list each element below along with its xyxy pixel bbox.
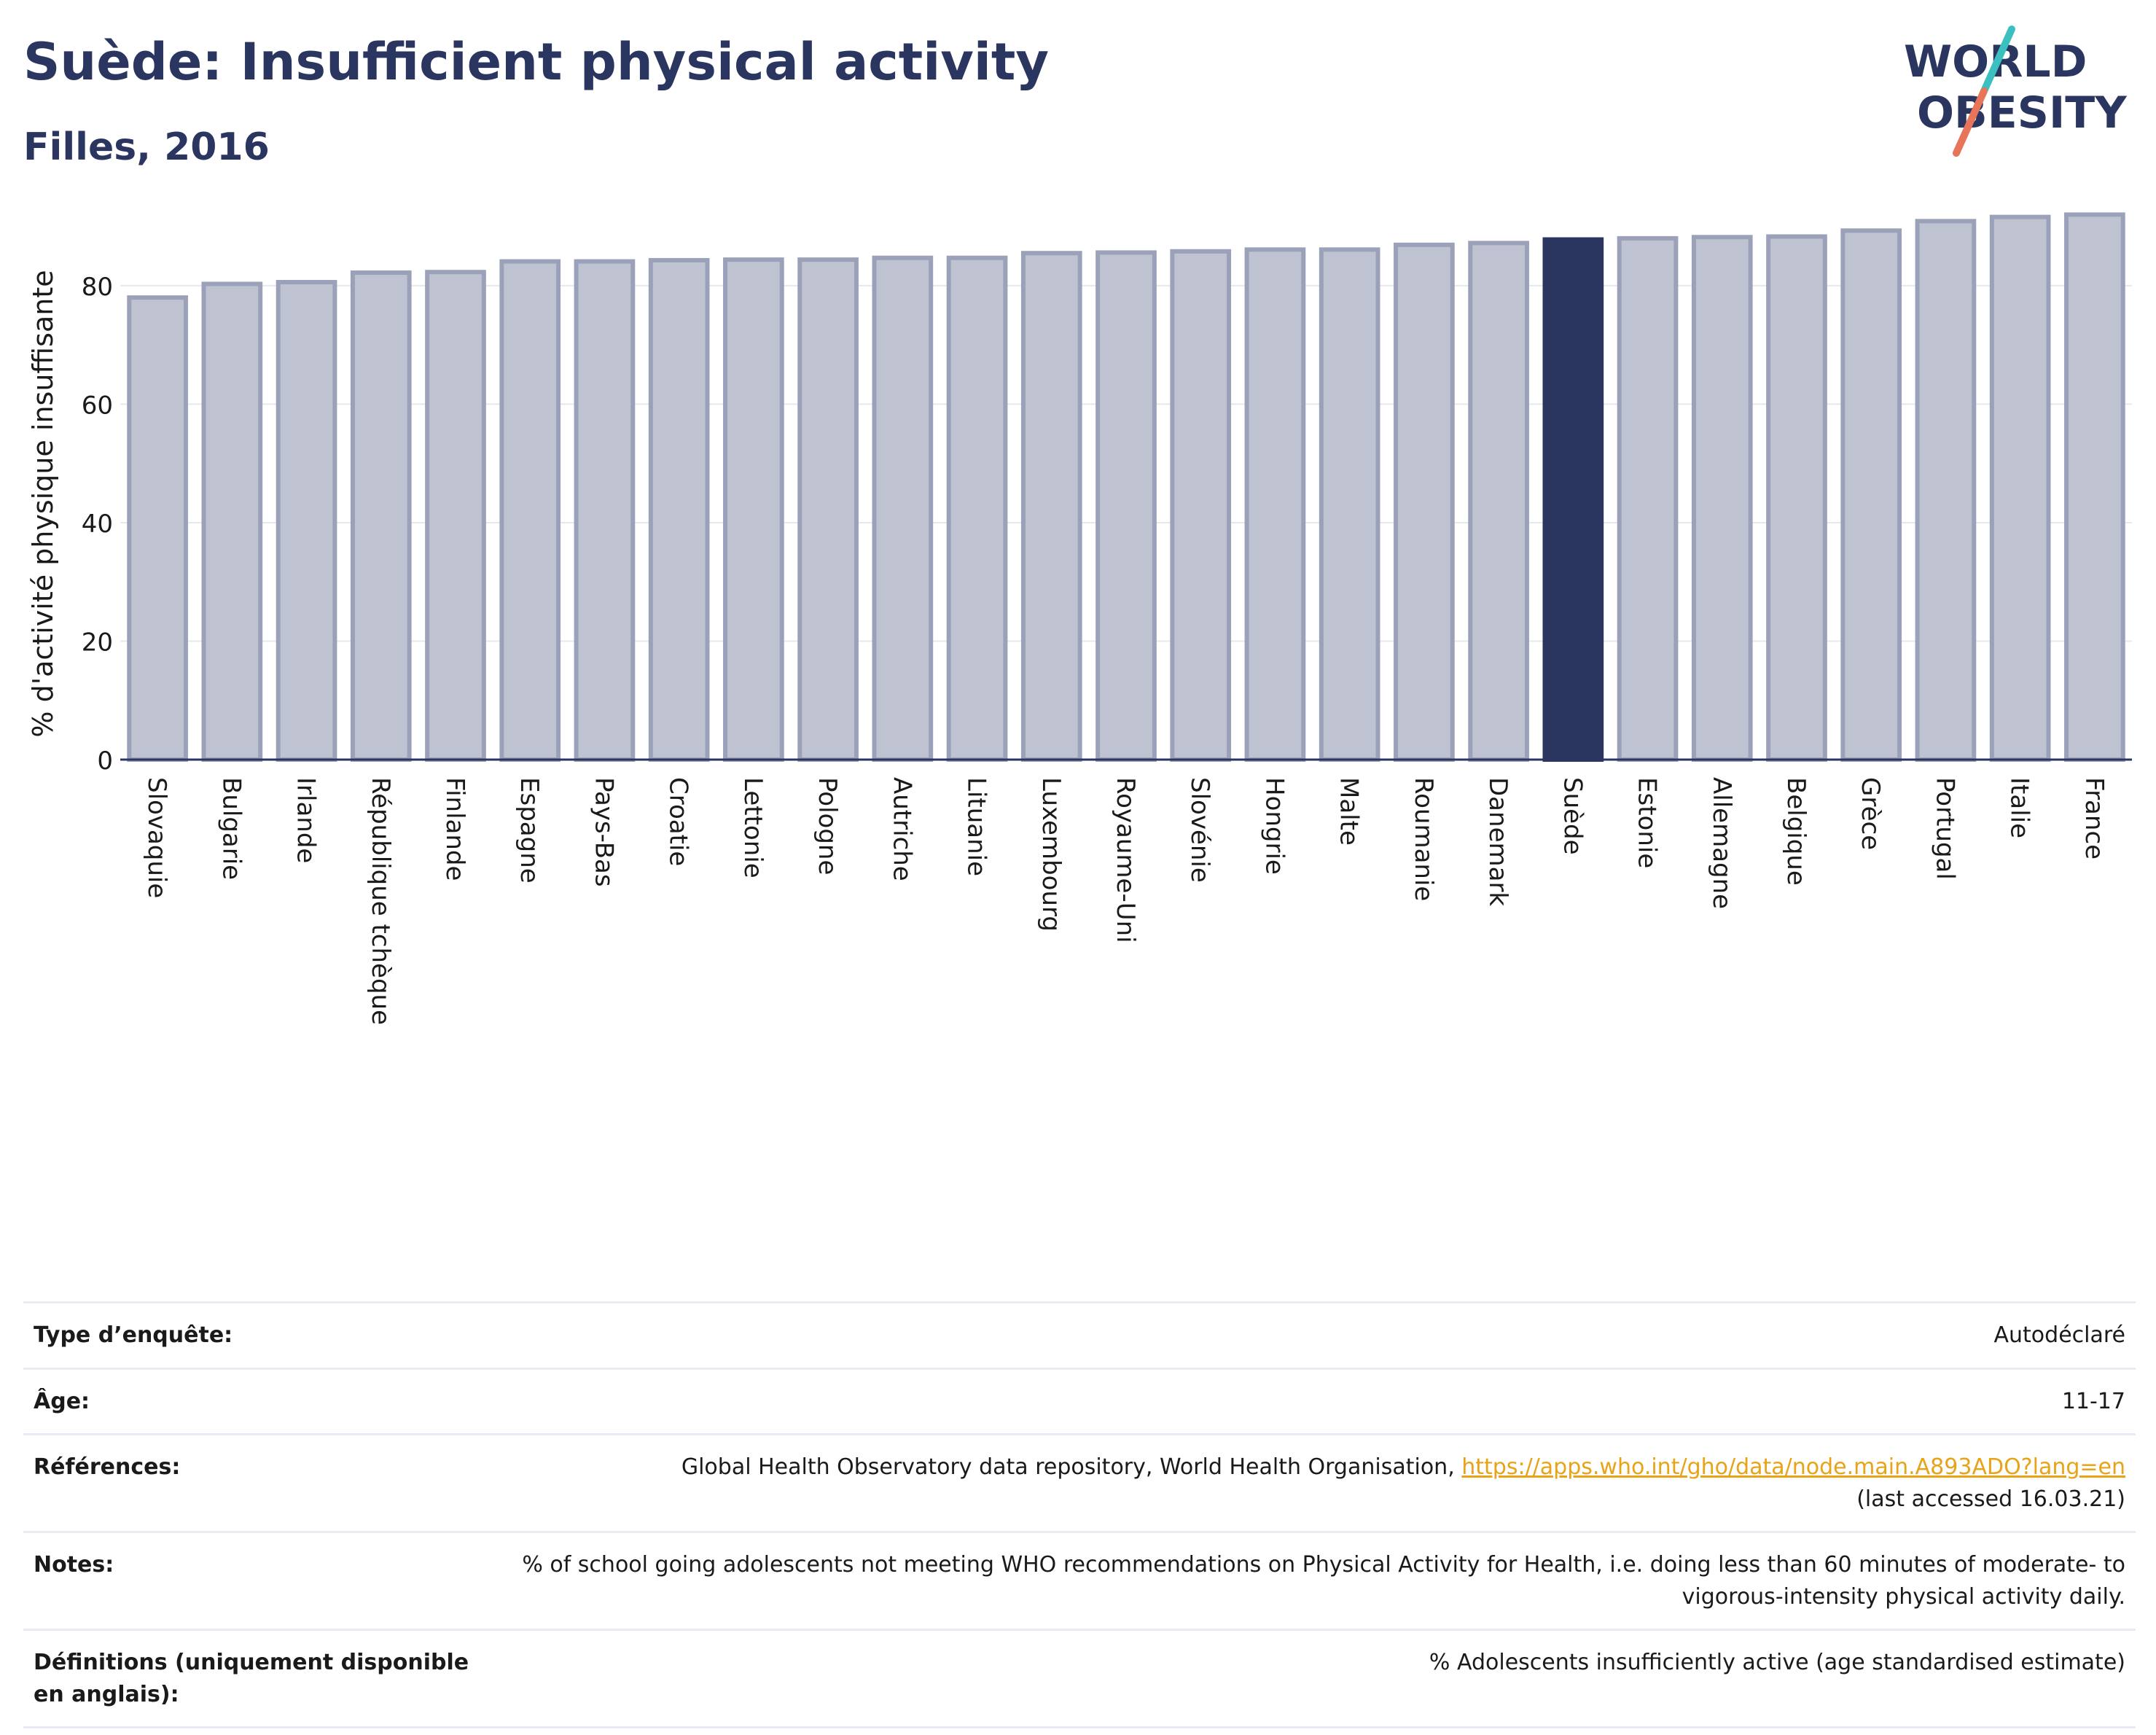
- x-tick-label: Bulgarie: [216, 777, 246, 880]
- x-tick-label: Suède: [1558, 777, 1587, 855]
- x-tick-label: Pays-Bas: [589, 777, 618, 887]
- y-tick-label: 60: [82, 391, 113, 420]
- bar: [1915, 219, 1977, 763]
- meta-row-references: Références: Global Health Observatory da…: [23, 1433, 2136, 1533]
- meta-key: Notes:: [23, 1531, 510, 1631]
- x-tick-label: République tchèque: [366, 777, 395, 1025]
- meta-key: Type d’enquête:: [23, 1301, 510, 1370]
- x-axis-labels: Slovaquie Bulgarie Irlande République tchèq…: [142, 777, 2109, 1025]
- y-tick-label: 80: [82, 273, 113, 302]
- meta-value: Autodéclaré: [510, 1301, 2136, 1370]
- bar: [797, 257, 859, 762]
- meta-key: Définitions (uniquement disponible en an…: [23, 1629, 510, 1728]
- y-axis-ticks: 0 20 40 60 80: [82, 273, 113, 776]
- bar: [574, 259, 636, 762]
- bar: [1319, 247, 1380, 762]
- meta-row-survey-type: Type d’enquête: Autodéclaré: [23, 1301, 2136, 1370]
- logo-slash-coral: [1953, 87, 1988, 157]
- x-tick-label: Roumanie: [1409, 777, 1438, 901]
- meta-value: % of school going adolescents not meetin…: [510, 1531, 2136, 1631]
- x-tick-label: France: [2079, 777, 2109, 859]
- bar: [1468, 241, 1529, 762]
- x-tick-label: Lettonie: [738, 777, 768, 878]
- bar: [1095, 250, 1157, 762]
- bar: [1691, 235, 1753, 762]
- meta-row-definitions: Définitions (uniquement disponible en an…: [23, 1629, 2136, 1728]
- chart-subtitle: Filles, 2016: [23, 125, 270, 169]
- bar: [350, 270, 412, 762]
- meta-value-after: (last accessed 16.03.21): [1856, 1486, 2125, 1512]
- x-tick-label: Hongrie: [1259, 777, 1289, 875]
- x-tick-label: Luxembourg: [1036, 777, 1066, 932]
- bar: [1840, 228, 1902, 762]
- bar: [1244, 247, 1306, 762]
- x-tick-label: Croatie: [664, 777, 693, 866]
- x-tick-label: Slovénie: [1185, 777, 1214, 883]
- meta-value: % Adolescents insufficiently active (age…: [510, 1629, 2136, 1728]
- meta-value: Global Health Observatory data repositor…: [681, 1454, 1462, 1480]
- bar: [648, 257, 710, 762]
- x-tick-label: Estonie: [1633, 777, 1662, 868]
- bar: [425, 270, 486, 762]
- bar: [872, 255, 934, 762]
- chart-title: Suède: Insufficient physical activity: [23, 32, 1049, 92]
- meta-row-age: Âge: 11-17: [23, 1367, 2136, 1435]
- x-tick-label: Belgique: [1781, 777, 1811, 886]
- meta-key: Âge:: [23, 1367, 510, 1435]
- x-tick-label: Finlande: [440, 777, 469, 881]
- x-tick-label: Royaume-Uni: [1111, 777, 1140, 943]
- bar: [201, 281, 263, 762]
- metadata-table: Type d’enquête: Autodéclaré Âge: 11-17 R…: [23, 1301, 2136, 1728]
- bar: [1170, 249, 1232, 763]
- bar: [1617, 235, 1679, 762]
- meta-row-notes: Notes: % of school going adolescents not…: [23, 1531, 2136, 1631]
- y-axis-label: % d'activité physique insuffisante: [27, 270, 59, 737]
- bar: [127, 295, 188, 763]
- bar: [1542, 237, 1604, 762]
- bar: [946, 255, 1008, 762]
- meta-key: Références:: [23, 1433, 510, 1533]
- bar: [1766, 234, 1827, 763]
- bar: [276, 280, 337, 763]
- y-tick-label: 40: [82, 510, 113, 539]
- bar: [1989, 214, 2051, 763]
- x-tick-label: Lituanie: [962, 777, 991, 876]
- x-tick-label: Slovaquie: [142, 777, 171, 898]
- bars: [127, 212, 2125, 763]
- logo-slash-teal: [1980, 26, 2015, 95]
- x-tick-label: Allemagne: [1707, 777, 1736, 909]
- x-tick-label: Irlande: [292, 777, 321, 863]
- y-tick-label: 20: [82, 628, 113, 657]
- bar: [1020, 251, 1082, 762]
- bar: [2064, 212, 2125, 762]
- bar: [499, 259, 561, 762]
- bar-chart: 0 20 40 60 80 Slovaquie Bulgarie Irlande Républ…: [27, 212, 2132, 1025]
- x-tick-label: Espagne: [515, 777, 544, 884]
- logo-word-obesity: OBESITY: [1917, 87, 2128, 139]
- reference-link[interactable]: https://apps.who.int/gho/data/node.main.…: [1461, 1454, 2125, 1480]
- x-tick-label: Grèce: [1856, 777, 1885, 850]
- y-tick-label: 0: [97, 746, 113, 776]
- meta-value: 11-17: [510, 1367, 2136, 1435]
- bar: [723, 257, 784, 762]
- x-tick-label: Danemark: [1483, 777, 1512, 906]
- x-tick-label: Pologne: [813, 777, 842, 875]
- x-tick-label: Autriche: [887, 777, 916, 881]
- x-tick-label: Italie: [2005, 777, 2034, 838]
- world-obesity-logo: WORLD OBESITY: [1904, 26, 2128, 157]
- bar: [1394, 242, 1455, 762]
- x-tick-label: Portugal: [1930, 777, 1959, 880]
- x-tick-label: Malte: [1335, 777, 1364, 846]
